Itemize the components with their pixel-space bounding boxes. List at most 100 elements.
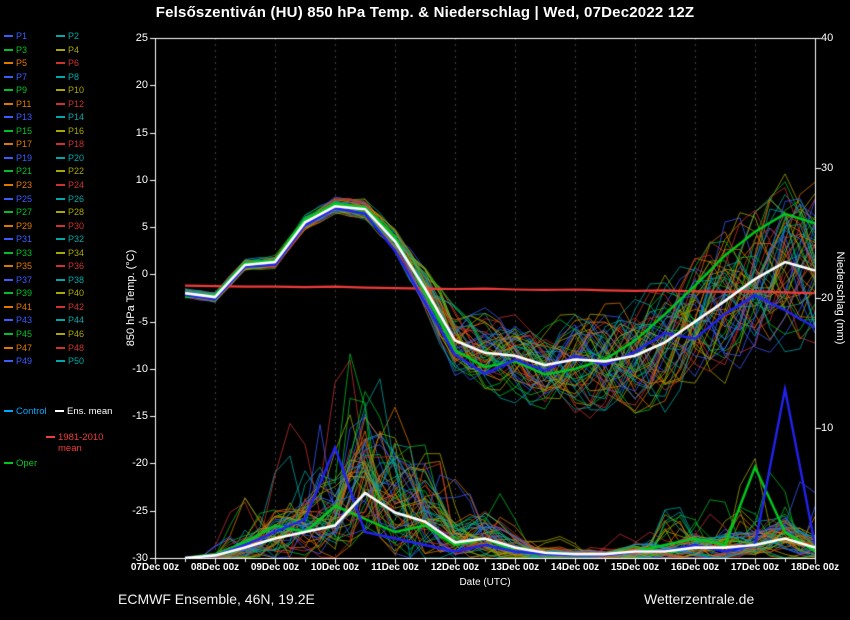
legend-member-p2: P2 xyxy=(56,30,79,42)
member-label: P17 xyxy=(16,139,33,150)
member-label: P36 xyxy=(68,261,85,272)
member-line-swatch xyxy=(56,251,65,254)
legend-member-p42: P42 xyxy=(56,301,84,313)
member-label: P7 xyxy=(16,71,28,82)
legend-member-p15: P15 xyxy=(4,125,32,137)
date-tick-label: 15Dec 00z xyxy=(610,562,660,573)
member-label: P48 xyxy=(68,342,85,353)
date-tick-label: 14Dec 00z xyxy=(550,562,600,573)
member-label: P38 xyxy=(68,274,85,285)
legend-member-p48: P48 xyxy=(56,342,84,354)
member-label: P15 xyxy=(16,125,33,136)
legend-row: P11 P12 xyxy=(4,98,154,112)
legend-member-p25: P25 xyxy=(4,193,32,205)
member-line-swatch xyxy=(4,75,13,78)
x-axis-title: Date (UTC) xyxy=(459,577,511,588)
member-line-swatch xyxy=(4,143,13,146)
temp-tick-label: -20 xyxy=(132,457,148,470)
member-label: P3 xyxy=(16,44,28,55)
member-label: P28 xyxy=(68,207,85,218)
legend-row: P27 P28 xyxy=(4,206,154,220)
legend-member-p21: P21 xyxy=(4,165,32,177)
legend-control-label: Control xyxy=(16,406,47,417)
legend-member-p34: P34 xyxy=(56,247,84,259)
legend-member-p33: P33 xyxy=(4,247,32,259)
member-line-swatch xyxy=(56,278,65,281)
legend-member-p32: P32 xyxy=(56,233,84,245)
member-line-swatch xyxy=(56,89,65,92)
legend-member-p35: P35 xyxy=(4,260,32,272)
member-line-swatch xyxy=(4,224,13,227)
member-line-swatch xyxy=(4,305,13,308)
legend-row: P35 P36 xyxy=(4,260,154,274)
member-label: P41 xyxy=(16,301,33,312)
legend-member-p45: P45 xyxy=(4,328,32,340)
legend-member-p18: P18 xyxy=(56,138,84,150)
legend-member-p50: P50 xyxy=(56,355,84,367)
member-line-swatch xyxy=(56,360,65,363)
member-label: P46 xyxy=(68,329,85,340)
legend-member-p3: P3 xyxy=(4,44,27,56)
member-label: P21 xyxy=(16,166,33,177)
legend-row: P15 P16 xyxy=(4,125,154,139)
legend-member-p46: P46 xyxy=(56,328,84,340)
temp-tick-label: -10 xyxy=(132,362,148,375)
legend-member-p14: P14 xyxy=(56,111,84,123)
member-label: P9 xyxy=(16,85,28,96)
legend-member-p10: P10 xyxy=(56,84,84,96)
member-label: P16 xyxy=(68,125,85,136)
legend-climate-mean: 1981-2010 xyxy=(46,432,103,443)
member-label: P27 xyxy=(16,207,33,218)
legend-member-p39: P39 xyxy=(4,287,32,299)
legend-member-p6: P6 xyxy=(56,57,79,69)
member-label: P18 xyxy=(68,139,85,150)
member-label: P2 xyxy=(68,31,80,41)
member-line-swatch xyxy=(56,156,65,159)
member-line-swatch xyxy=(56,333,65,336)
member-label: P6 xyxy=(68,58,80,69)
footer-brand: Wetterzentrale.de xyxy=(644,591,755,607)
legend-member-p43: P43 xyxy=(4,314,32,326)
legend-control-swatch xyxy=(4,410,13,412)
date-tick-label: 08Dec 00z xyxy=(190,562,240,573)
temp-tick-label: 15 xyxy=(135,126,148,139)
legend-member-p24: P24 xyxy=(56,179,84,191)
member-line-swatch xyxy=(4,333,13,336)
legend-row: P23 P24 xyxy=(4,179,154,193)
legend-row: P43 P44 xyxy=(4,314,154,328)
member-line-swatch xyxy=(56,238,65,241)
member-label: P12 xyxy=(68,98,85,109)
member-line-swatch xyxy=(56,184,65,187)
date-tick-label: 16Dec 00z xyxy=(670,562,720,573)
temp-tick-label: 20 xyxy=(135,79,148,92)
legend-row: P37 P38 xyxy=(4,274,154,288)
member-label: P23 xyxy=(16,180,33,191)
member-label: P24 xyxy=(68,180,85,191)
member-label: P10 xyxy=(68,85,85,96)
member-label: P31 xyxy=(16,234,33,245)
legend-row: P17 P18 xyxy=(4,138,154,152)
legend-climate-mean-2-label: mean xyxy=(58,443,82,454)
legend-row: P33 P34 xyxy=(4,247,154,261)
legend-climate-mean-label: 1981-2010 xyxy=(58,432,104,443)
legend-control: Control xyxy=(4,406,47,417)
date-tick-label: 12Dec 00z xyxy=(430,562,480,573)
legend-member-p30: P30 xyxy=(56,220,84,232)
member-label: P39 xyxy=(16,288,33,299)
member-line-swatch xyxy=(4,184,13,187)
member-line-swatch xyxy=(4,62,13,65)
member-label: P19 xyxy=(16,152,33,163)
legend-member-p28: P28 xyxy=(56,206,84,218)
temp-tick-label: 10 xyxy=(135,173,148,186)
member-label: P14 xyxy=(68,112,85,123)
temp-tick-label: 25 xyxy=(135,32,148,44)
legend-member-p36: P36 xyxy=(56,260,84,272)
member-label: P1 xyxy=(16,31,28,41)
member-label: P5 xyxy=(16,58,28,69)
legend-climate-mean-2: mean xyxy=(58,443,82,454)
member-line-swatch xyxy=(4,238,13,241)
member-label: P8 xyxy=(68,71,80,82)
legend-member-p37: P37 xyxy=(4,274,32,286)
temp-tick-label: -5 xyxy=(138,315,148,328)
